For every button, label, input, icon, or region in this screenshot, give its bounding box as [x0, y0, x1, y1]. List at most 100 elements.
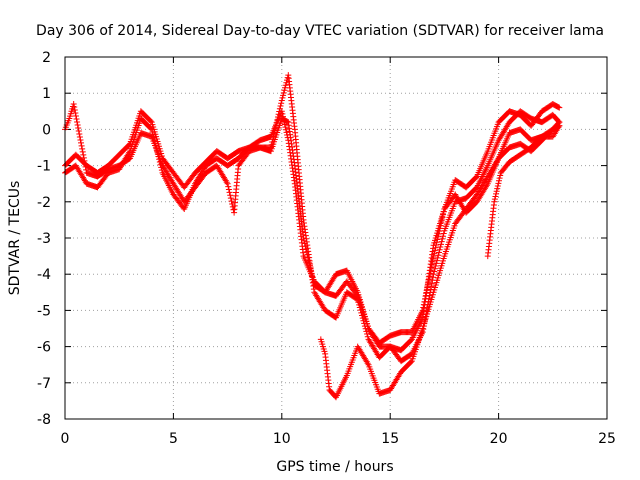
series-track-5 — [484, 119, 563, 260]
data-point — [148, 126, 155, 133]
data-point — [79, 148, 86, 155]
data-point — [79, 145, 86, 152]
data-point — [80, 154, 87, 161]
x-tick-label: 0 — [61, 431, 70, 447]
data-point — [493, 190, 500, 197]
data-point — [147, 125, 154, 132]
data-point — [277, 102, 284, 109]
data-point — [276, 105, 283, 112]
data-point — [280, 92, 287, 99]
data-point — [497, 172, 504, 179]
data-point — [75, 124, 82, 131]
data-point — [149, 129, 156, 136]
data-point — [494, 183, 501, 190]
data-point — [434, 254, 441, 261]
data-point — [71, 107, 78, 114]
data-point — [300, 235, 307, 241]
x-tick-label: 10 — [273, 431, 291, 447]
data-point — [147, 118, 154, 125]
data-point — [284, 118, 291, 125]
data-point — [227, 192, 234, 199]
y-tick-label: -4 — [37, 267, 51, 283]
y-tick-label: -8 — [37, 412, 51, 428]
data-point — [282, 126, 289, 133]
x-axis-label: GPS time / hours — [276, 459, 393, 475]
data-point — [494, 185, 501, 192]
data-point — [278, 97, 285, 104]
data-point — [283, 79, 290, 86]
data-point — [282, 82, 289, 89]
data-point — [493, 188, 500, 195]
data-point — [302, 243, 309, 250]
data-point — [82, 163, 89, 170]
data-point — [556, 104, 563, 111]
data-point — [555, 104, 562, 111]
data-point — [83, 166, 90, 173]
data-point — [364, 331, 371, 338]
data-point — [435, 252, 442, 259]
data-point — [440, 230, 447, 237]
y-tick-label: 2 — [42, 50, 51, 66]
data-point — [555, 120, 562, 127]
data-point — [274, 116, 281, 123]
data-point — [283, 129, 290, 136]
data-point — [78, 139, 85, 146]
data-point — [429, 274, 436, 281]
data-point — [435, 249, 442, 256]
data-point — [437, 244, 444, 251]
data-point — [280, 89, 287, 96]
data-point — [71, 104, 78, 111]
y-tick-label: -1 — [37, 159, 51, 175]
data-point — [308, 268, 315, 275]
data-point — [76, 130, 83, 137]
y-tick-label: -3 — [37, 231, 51, 247]
data-point — [306, 262, 313, 269]
data-point — [73, 116, 80, 123]
data-point — [301, 240, 308, 247]
data-point — [304, 254, 311, 261]
data-point — [439, 235, 446, 242]
data-point — [491, 196, 498, 203]
data-point — [273, 119, 280, 126]
data-point — [433, 257, 440, 264]
data-point — [228, 198, 235, 205]
data-point — [226, 189, 233, 196]
data-point — [492, 193, 499, 200]
data-point — [279, 94, 286, 101]
data-point — [305, 257, 312, 264]
data-point — [284, 74, 291, 81]
x-tick-label: 25 — [598, 431, 616, 447]
data-point — [308, 270, 315, 277]
axis-ticks: 0 5 10 15 20 25 -8 -7 -6 -5 -4 -3 -2 -1 0 1 2 — [37, 50, 616, 447]
y-tick-label: 1 — [42, 86, 51, 102]
data-point — [309, 273, 316, 280]
data-point — [72, 110, 79, 117]
y-tick-label: -6 — [37, 340, 51, 356]
data-point — [431, 268, 438, 275]
data-point — [307, 265, 314, 272]
data-point — [438, 241, 445, 248]
grid — [65, 57, 607, 419]
x-tick-label: 15 — [381, 431, 399, 447]
data-point — [407, 359, 414, 366]
series-track-1 — [62, 101, 563, 346]
data-point — [225, 183, 232, 190]
data-point — [281, 87, 288, 94]
data-point — [495, 180, 502, 187]
data-point — [491, 198, 498, 205]
data-point — [495, 177, 502, 184]
data-point — [74, 121, 81, 128]
y-tick-label: 0 — [42, 122, 51, 138]
y-tick-label: -7 — [37, 376, 51, 392]
series-track-4 — [317, 122, 563, 401]
x-tick-label: 20 — [490, 431, 508, 447]
data-point — [72, 113, 79, 120]
data-point — [303, 248, 310, 255]
data-point — [227, 195, 234, 202]
data-point — [276, 108, 283, 115]
data-marks — [62, 72, 563, 401]
data-point — [428, 261, 435, 268]
data-point — [496, 175, 503, 182]
data-point — [81, 157, 88, 164]
